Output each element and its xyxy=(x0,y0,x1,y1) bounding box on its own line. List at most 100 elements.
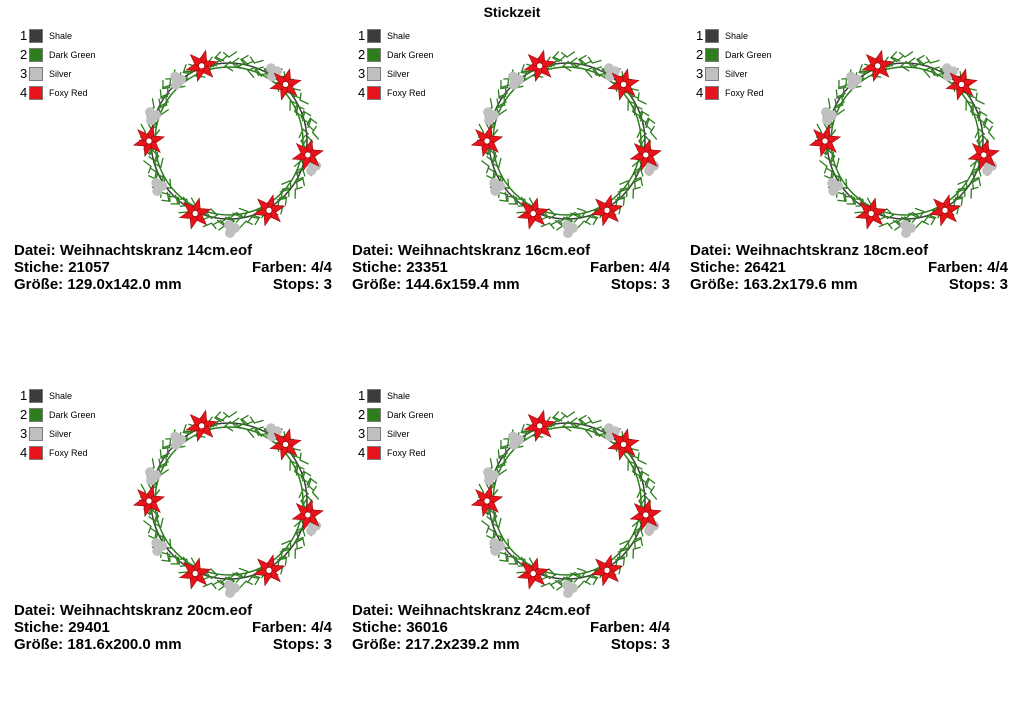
wreath-preview xyxy=(470,409,662,598)
legend-item: 2 Dark Green xyxy=(358,47,468,65)
silver-berries xyxy=(266,63,282,82)
info-right: Farben: 4/4 xyxy=(928,259,1008,276)
file-name: Weihnachtskranz 24cm.eof xyxy=(397,602,591,619)
poinsettia-flower xyxy=(132,484,166,518)
file-label: Datei: xyxy=(690,242,732,259)
legend-number: 4 xyxy=(358,445,366,460)
design-info: Datei: Weihnachtskranz 14cm.eof Stiche: 2… xyxy=(14,242,332,293)
info-right: Farben: 4/4 xyxy=(252,619,332,636)
legend-number: 3 xyxy=(358,66,366,81)
info-line: Datei: Weihnachtskranz 16cm.eof xyxy=(352,242,670,259)
poinsettia-flower xyxy=(629,498,662,532)
silver-berries xyxy=(483,467,500,486)
poinsettia-flower xyxy=(269,68,302,101)
size-label: Größe: xyxy=(14,276,64,293)
legend-item: 2 Dark Green xyxy=(20,47,130,65)
legend-number: 2 xyxy=(696,47,704,62)
colors-value: 4/4 xyxy=(311,619,332,636)
stops-value: 3 xyxy=(323,636,332,653)
legend-color-name: Dark Green xyxy=(387,50,434,60)
legend-item: 1 Shale xyxy=(20,28,130,46)
silver-berries xyxy=(170,431,187,450)
wreath-preview xyxy=(470,49,662,238)
info-right: Stops: 3 xyxy=(273,636,332,653)
file-name: Weihnachtskranz 18cm.eof xyxy=(735,242,929,259)
info-line: Datei: Weihnachtskranz 14cm.eof xyxy=(14,242,332,259)
wreath-preview xyxy=(132,409,324,598)
size-label: Größe: xyxy=(690,276,740,293)
stops-value: 3 xyxy=(999,276,1008,293)
file-name: Weihnachtskranz 16cm.eof xyxy=(397,242,591,259)
stops-label: Stops: xyxy=(948,276,996,293)
legend-item: 3 Silver xyxy=(358,426,468,444)
info-line: Stiche: 26421 Farben: 4/4 xyxy=(690,259,1008,276)
color-swatch xyxy=(29,446,43,460)
legend-number: 2 xyxy=(20,47,28,62)
pine-needles xyxy=(138,51,320,231)
color-swatch xyxy=(29,86,43,100)
info-line: Größe: 129.0x142.0 mm Stops: 3 xyxy=(14,276,332,293)
silver-berries xyxy=(151,538,168,556)
poinsettia-flower xyxy=(185,409,218,442)
pine-needles xyxy=(476,411,658,591)
silver-berries xyxy=(821,107,838,126)
silver-berries xyxy=(846,71,863,90)
poinsettia-flower xyxy=(590,554,624,587)
legend-number: 1 xyxy=(358,28,366,43)
poinsettia-flower xyxy=(179,197,212,230)
info-right: Stops: 3 xyxy=(949,276,1008,293)
info-line: Stiche: 29401 Farben: 4/4 xyxy=(14,619,332,636)
silver-berries xyxy=(145,467,162,486)
stops-value: 3 xyxy=(323,276,332,293)
poinsettia-flower xyxy=(607,428,640,461)
color-swatch xyxy=(29,48,43,62)
legend-number: 4 xyxy=(20,85,28,100)
legend-number: 1 xyxy=(20,28,28,43)
info-line: Größe: 163.2x179.6 mm Stops: 3 xyxy=(690,276,1008,293)
legend-number: 4 xyxy=(358,85,366,100)
colors-label: Farben: xyxy=(589,259,645,276)
poinsettia-flower xyxy=(291,138,324,172)
page-title: Stickzeit xyxy=(483,4,541,20)
legend-color-name: Dark Green xyxy=(725,50,772,60)
legend-number: 3 xyxy=(696,66,704,81)
poinsettia-flower xyxy=(808,124,842,158)
design-card: 1 Shale 2 Dark Green 3 Silver 4 Foxy Red Datei: … xyxy=(14,0,332,330)
poinsettia-flower xyxy=(470,124,504,158)
legend-color-name: Silver xyxy=(725,69,748,79)
color-swatch xyxy=(367,67,381,81)
color-swatch xyxy=(367,86,381,100)
info-line: Größe: 144.6x159.4 mm Stops: 3 xyxy=(352,276,670,293)
poinsettia-flower xyxy=(252,554,286,587)
size-value: 217.2x239.2 mm xyxy=(405,636,520,653)
legend-color-name: Silver xyxy=(49,429,72,439)
legend-color-name: Foxy Red xyxy=(387,88,426,98)
legend-color-name: Silver xyxy=(387,69,410,79)
legend-number: 1 xyxy=(20,388,28,403)
info-line: Größe: 217.2x239.2 mm Stops: 3 xyxy=(352,636,670,653)
legend-item: 1 Shale xyxy=(358,28,468,46)
colors-value: 4/4 xyxy=(987,259,1008,276)
legend-number: 3 xyxy=(20,66,28,81)
silver-berries xyxy=(827,178,844,196)
size-value: 144.6x159.4 mm xyxy=(405,276,520,293)
legend-color-name: Shale xyxy=(387,31,411,41)
color-swatch xyxy=(29,389,43,403)
info-line: Größe: 181.6x200.0 mm Stops: 3 xyxy=(14,636,332,653)
color-swatch xyxy=(367,427,381,441)
legend-color-name: Silver xyxy=(387,429,410,439)
legend-item: 4 Foxy Red xyxy=(358,85,468,103)
color-swatch xyxy=(367,48,381,62)
file-label: Datei: xyxy=(352,242,394,259)
legend-item: 2 Dark Green xyxy=(696,47,806,65)
info-line: Datei: Weihnachtskranz 18cm.eof xyxy=(690,242,1008,259)
stitches-label: Stiche: xyxy=(690,259,741,276)
color-swatch xyxy=(367,389,381,403)
legend-number: 2 xyxy=(20,407,28,422)
silver-berries xyxy=(489,538,506,556)
legend-color-name: Shale xyxy=(725,31,749,41)
silver-berries xyxy=(508,71,525,90)
wreath-preview xyxy=(132,49,324,238)
stitches-label: Stiche: xyxy=(14,619,65,636)
poinsettia-flower xyxy=(590,194,624,227)
